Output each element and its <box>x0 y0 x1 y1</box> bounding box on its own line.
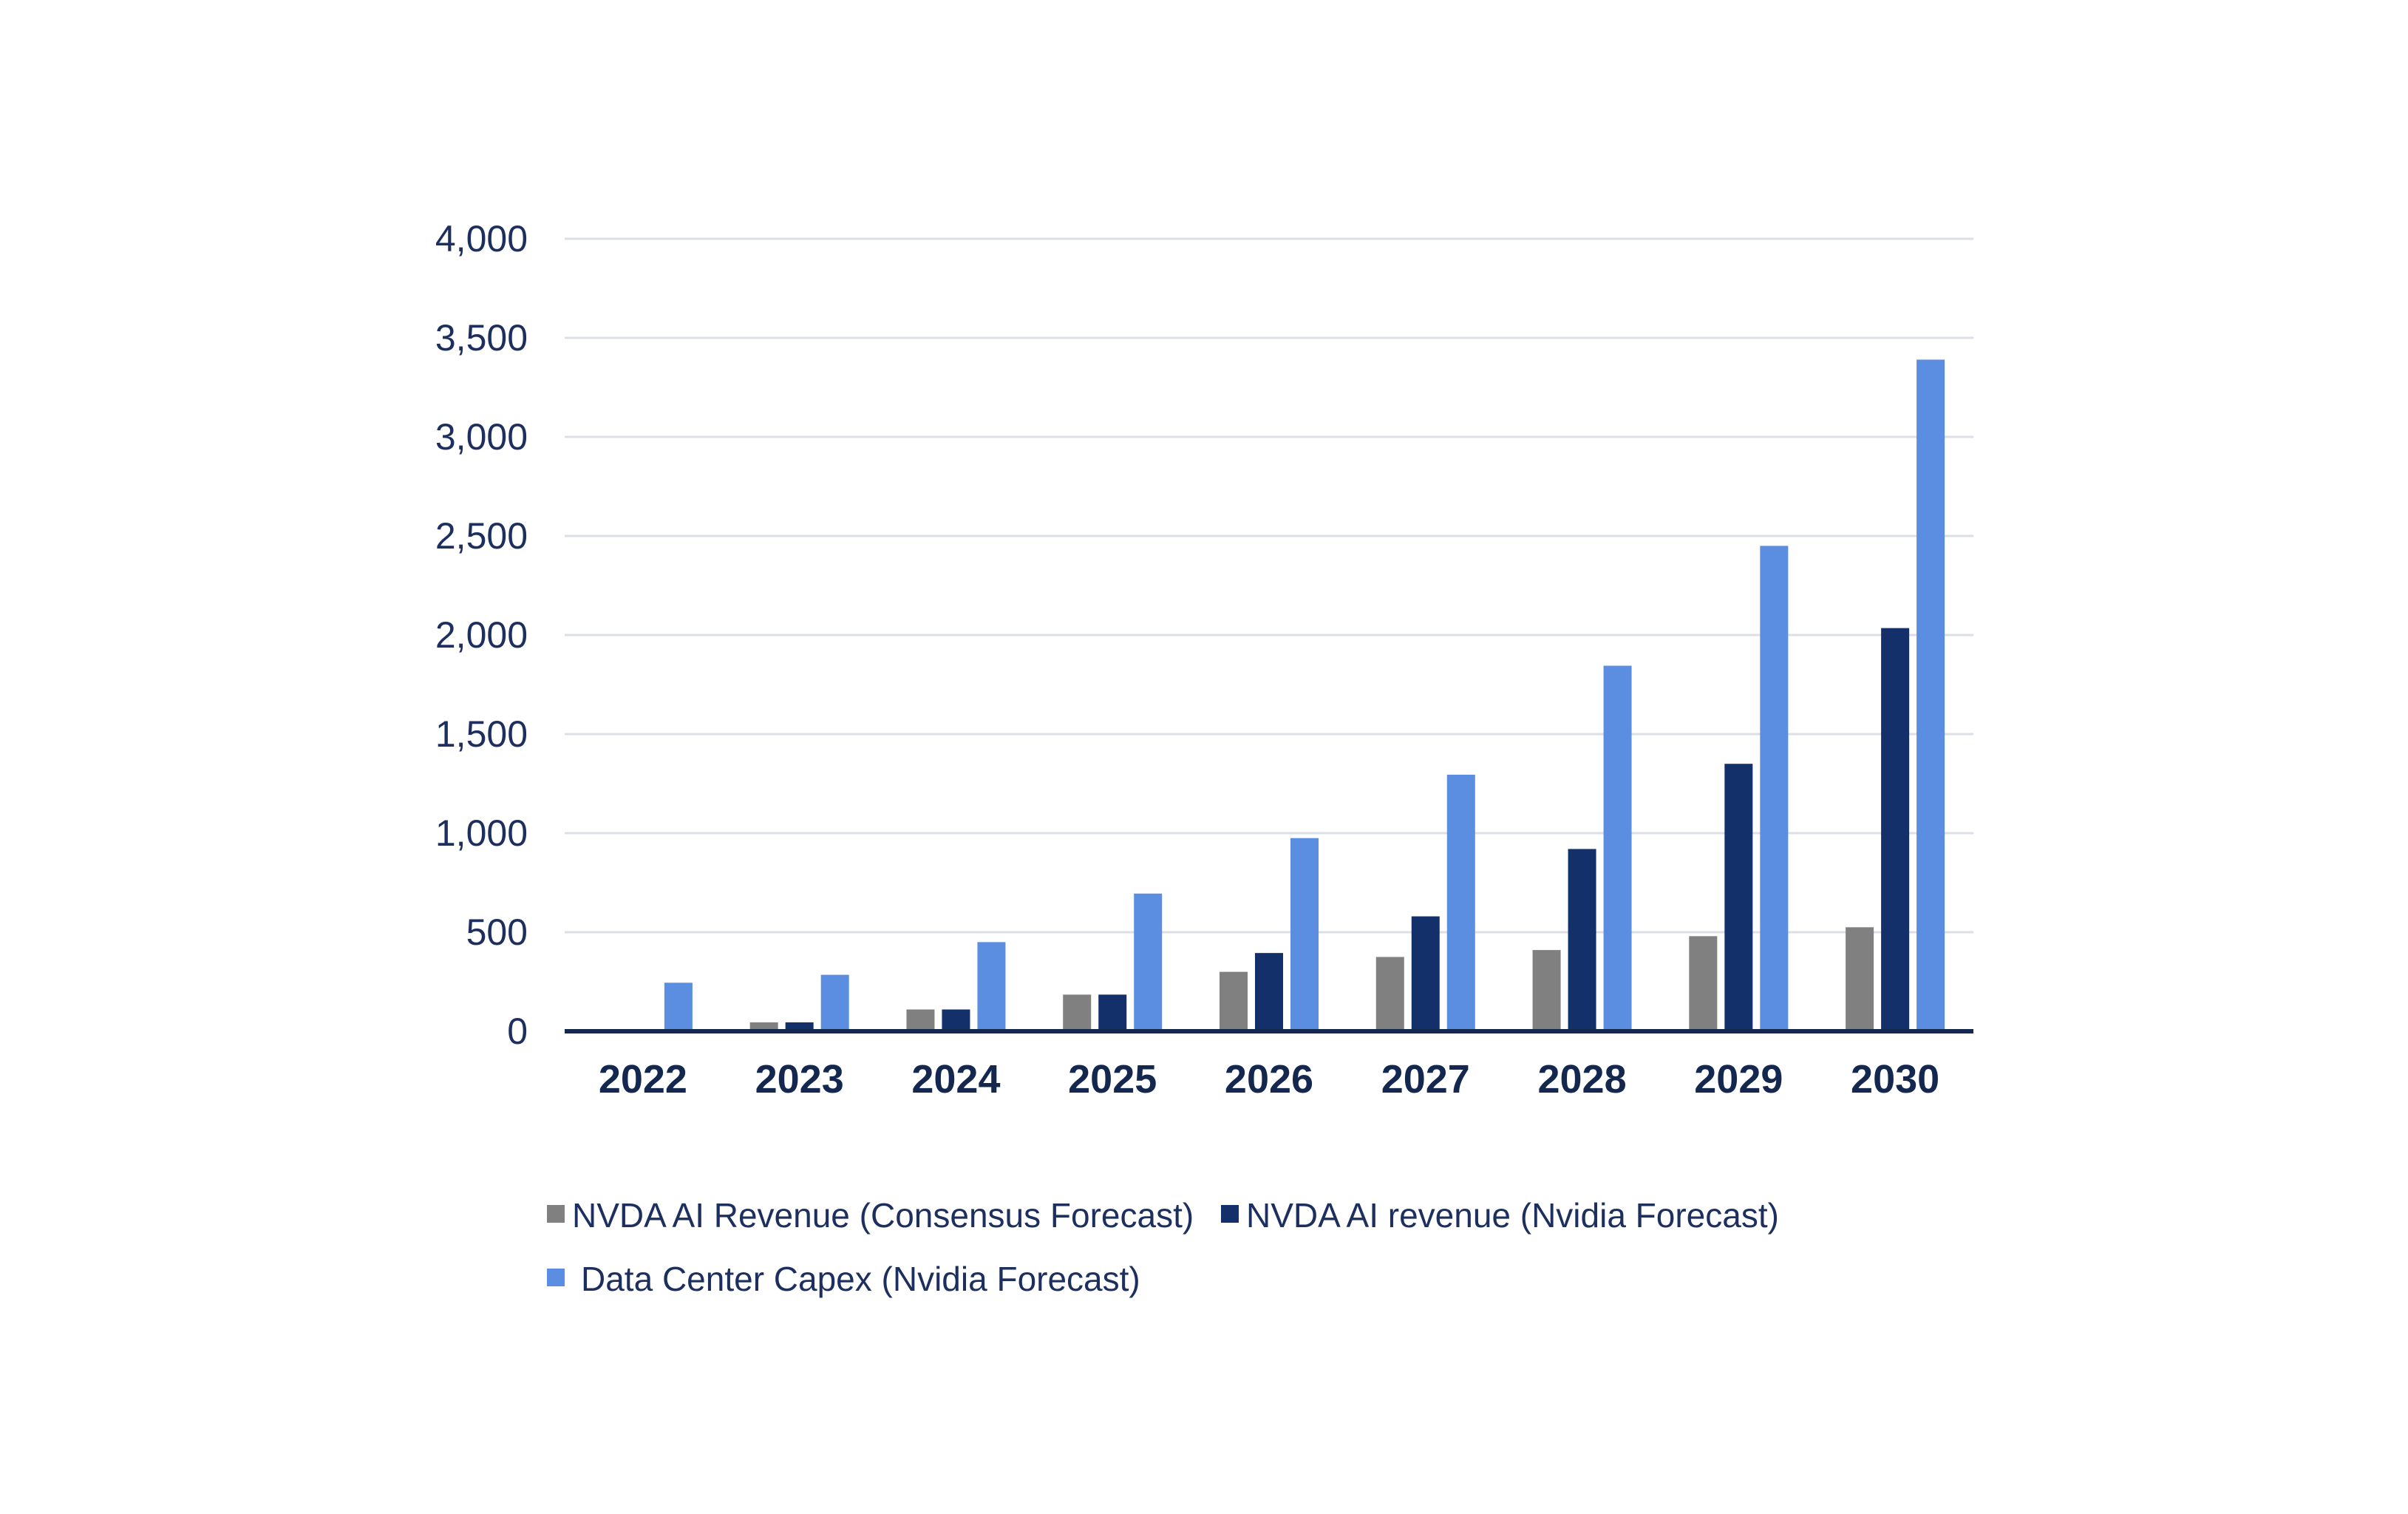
y-tick-label: 4,000 <box>435 218 528 259</box>
y-tick-label: 3,000 <box>435 416 528 458</box>
y-tick-label: 1,000 <box>435 812 528 854</box>
bars <box>664 359 1945 1032</box>
bar <box>1568 849 1596 1031</box>
bar <box>664 982 693 1031</box>
x-tick-label: 2030 <box>1851 1057 1939 1101</box>
bar <box>1881 628 1910 1031</box>
bar <box>1375 957 1404 1031</box>
bar <box>1411 916 1440 1031</box>
y-tick-label: 0 <box>507 1011 528 1052</box>
bar <box>977 942 1006 1031</box>
bar <box>1220 971 1248 1031</box>
bar <box>1532 950 1561 1031</box>
bar <box>1760 546 1789 1031</box>
x-tick-label: 2024 <box>911 1057 1000 1101</box>
legend-swatch <box>547 1269 565 1286</box>
x-tick-label: 2022 <box>599 1057 687 1101</box>
bar <box>1446 774 1475 1031</box>
legend-label: NVDA AI Revenue (Consensus Forecast) <box>572 1196 1194 1235</box>
x-tick-label: 2025 <box>1068 1057 1157 1101</box>
legend-label: NVDA AI revenue (Nvidia Forecast) <box>1246 1196 1779 1235</box>
legend-swatch <box>547 1205 565 1223</box>
y-tick-label: 1,500 <box>435 713 528 755</box>
x-tick-label: 2029 <box>1694 1057 1783 1101</box>
bar <box>906 1009 935 1031</box>
bar <box>1255 953 1283 1031</box>
y-tick-label: 500 <box>466 912 528 953</box>
bar <box>1134 893 1163 1031</box>
bar <box>785 1022 814 1031</box>
bar <box>1846 927 1874 1031</box>
legend: NVDA AI Revenue (Consensus Forecast) NVDA… <box>547 1196 1779 1298</box>
gridlines <box>565 237 1973 934</box>
bar <box>1689 936 1718 1031</box>
bar <box>942 1009 970 1031</box>
y-tick-label: 2,500 <box>435 515 528 557</box>
x-tick-label: 2026 <box>1225 1057 1313 1101</box>
x-axis-tick-labels: 2022 2023 2024 2025 2026 2027 2028 2029 2030 <box>599 1057 1939 1101</box>
bar <box>749 1022 778 1031</box>
x-tick-label: 2028 <box>1537 1057 1626 1101</box>
bar <box>1724 764 1753 1031</box>
bar <box>1916 359 1945 1032</box>
y-tick-label: 3,500 <box>435 317 528 359</box>
bar <box>1063 994 1092 1031</box>
legend-swatch <box>1221 1205 1239 1223</box>
bar <box>1603 665 1632 1031</box>
x-tick-label: 2027 <box>1381 1057 1470 1101</box>
y-axis-tick-labels: 0 500 1,000 1,500 2,000 2,500 3,000 3,500 4,000 <box>435 218 528 1052</box>
bar <box>1290 838 1319 1031</box>
bar <box>820 974 849 1031</box>
x-tick-label: 2023 <box>755 1057 844 1101</box>
y-tick-label: 2,000 <box>435 614 528 656</box>
bar <box>1098 994 1127 1031</box>
legend-label: Data Center Capex (Nvidia Forecast) <box>581 1260 1140 1298</box>
